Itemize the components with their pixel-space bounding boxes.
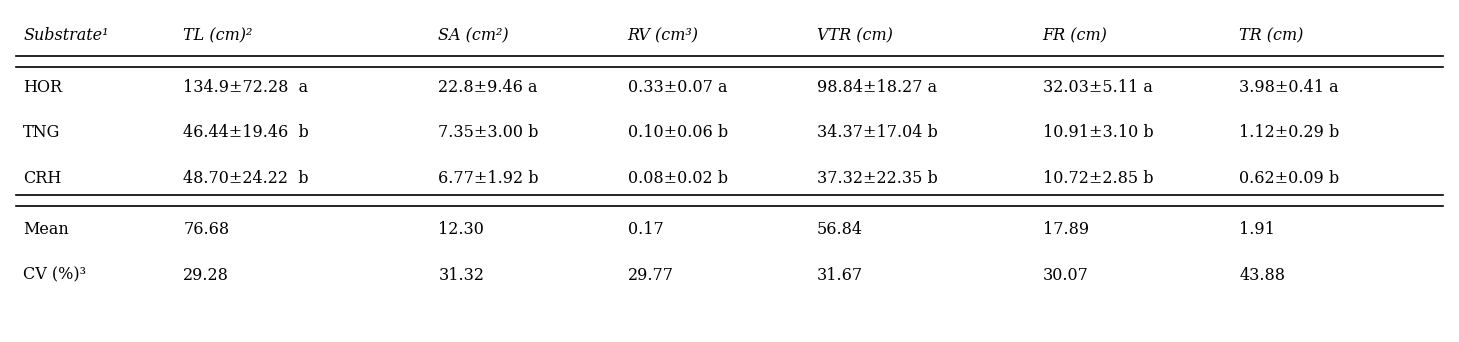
Text: VTR (cm): VTR (cm) <box>817 27 893 44</box>
Text: 1.12±0.29 b: 1.12±0.29 b <box>1239 124 1339 141</box>
Text: TL (cm)²: TL (cm)² <box>184 27 252 44</box>
Text: 56.84: 56.84 <box>817 221 862 238</box>
Text: 32.03±5.11 a: 32.03±5.11 a <box>1043 79 1153 95</box>
Text: 22.8±9.46 a: 22.8±9.46 a <box>438 79 538 95</box>
Text: 31.32: 31.32 <box>438 267 484 284</box>
Text: TNG: TNG <box>23 124 61 141</box>
Text: HOR: HOR <box>23 79 63 95</box>
Text: 7.35±3.00 b: 7.35±3.00 b <box>438 124 538 141</box>
Text: 34.37±17.04 b: 34.37±17.04 b <box>817 124 938 141</box>
Text: 30.07: 30.07 <box>1043 267 1088 284</box>
Text: CV (%)³: CV (%)³ <box>23 267 86 284</box>
Text: CRH: CRH <box>23 170 61 187</box>
Text: 0.62±0.09 b: 0.62±0.09 b <box>1239 170 1339 187</box>
Text: 0.08±0.02 b: 0.08±0.02 b <box>627 170 728 187</box>
Text: 1.91: 1.91 <box>1239 221 1275 238</box>
Text: FR (cm): FR (cm) <box>1043 27 1107 44</box>
Text: 0.17: 0.17 <box>627 221 664 238</box>
Text: TR (cm): TR (cm) <box>1239 27 1303 44</box>
Text: 98.84±18.27 a: 98.84±18.27 a <box>817 79 937 95</box>
Text: 76.68: 76.68 <box>184 221 229 238</box>
Text: 0.33±0.07 a: 0.33±0.07 a <box>627 79 727 95</box>
Text: 0.10±0.06 b: 0.10±0.06 b <box>627 124 728 141</box>
Text: Substrate¹: Substrate¹ <box>23 27 109 44</box>
Text: 48.70±24.22  b: 48.70±24.22 b <box>184 170 309 187</box>
Text: RV (cm³): RV (cm³) <box>627 27 699 44</box>
Text: SA (cm²): SA (cm²) <box>438 27 509 44</box>
Text: 29.28: 29.28 <box>184 267 229 284</box>
Text: 46.44±19.46  b: 46.44±19.46 b <box>184 124 309 141</box>
Text: 43.88: 43.88 <box>1239 267 1285 284</box>
Text: 29.77: 29.77 <box>627 267 674 284</box>
Text: 134.9±72.28  a: 134.9±72.28 a <box>184 79 308 95</box>
Text: 31.67: 31.67 <box>817 267 862 284</box>
Text: 3.98±0.41 a: 3.98±0.41 a <box>1239 79 1339 95</box>
Text: Mean: Mean <box>23 221 69 238</box>
Text: 10.91±3.10 b: 10.91±3.10 b <box>1043 124 1153 141</box>
Text: 6.77±1.92 b: 6.77±1.92 b <box>438 170 538 187</box>
Text: 17.89: 17.89 <box>1043 221 1088 238</box>
Text: 10.72±2.85 b: 10.72±2.85 b <box>1043 170 1153 187</box>
Text: 37.32±22.35 b: 37.32±22.35 b <box>817 170 938 187</box>
Text: 12.30: 12.30 <box>438 221 484 238</box>
